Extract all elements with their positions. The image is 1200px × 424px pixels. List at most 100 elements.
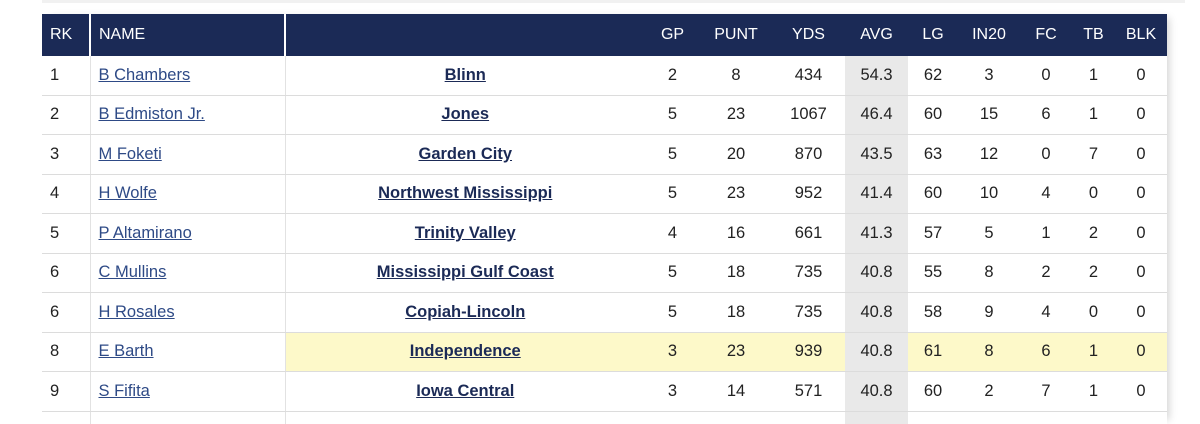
table-cell: 0 xyxy=(1115,56,1167,96)
table-cell: H Rosales xyxy=(90,292,286,333)
table-cell: 1 xyxy=(42,56,91,96)
column-header: PUNT xyxy=(700,14,772,56)
empty-cell xyxy=(645,411,700,424)
table-cell: 1067 xyxy=(772,95,845,135)
player-link[interactable]: B Chambers xyxy=(98,65,191,84)
table-cell: 735 xyxy=(772,253,845,293)
player-link[interactable]: B Edmiston Jr. xyxy=(98,105,205,124)
table-cell: 7 xyxy=(1072,134,1115,175)
column-header: BLK xyxy=(1115,14,1167,56)
table-cell: 1 xyxy=(1072,56,1115,96)
table-cell: 4 xyxy=(645,213,700,254)
empty-cell xyxy=(958,411,1020,424)
table-cell: 1 xyxy=(1072,332,1115,372)
table-cell: 735 xyxy=(772,292,845,333)
column-header xyxy=(285,14,645,56)
table-cell: 2 xyxy=(1072,213,1115,254)
table-cell: 40.8 xyxy=(845,253,908,293)
team-link[interactable]: Trinity Valley xyxy=(414,223,516,242)
table-cell: 20 xyxy=(700,134,772,175)
table-cell: 18 xyxy=(700,292,772,333)
team-link[interactable]: Garden City xyxy=(418,144,513,163)
table-cell: 54.3 xyxy=(845,56,908,96)
table-cell: 16 xyxy=(700,213,772,254)
table-cell: 8 xyxy=(958,332,1020,372)
top-rule xyxy=(42,0,1185,3)
table-cell: 0 xyxy=(1115,292,1167,333)
empty-cell xyxy=(908,411,958,424)
table-cell: 23 xyxy=(700,95,772,135)
table-cell: 0 xyxy=(1020,134,1072,175)
table-cell: 870 xyxy=(772,134,845,175)
table-cell: 23 xyxy=(700,332,772,372)
table-cell: 0 xyxy=(1115,332,1167,372)
table-cell: 4 xyxy=(1020,174,1072,214)
team-link[interactable]: Northwest Mississippi xyxy=(378,184,553,203)
table-cell: 1 xyxy=(1072,95,1115,135)
player-link[interactable]: H Wolfe xyxy=(98,184,157,203)
table-cell: B Edmiston Jr. xyxy=(90,95,286,135)
table-cell: 8 xyxy=(42,332,91,372)
table-cell: 8 xyxy=(700,56,772,96)
table-cell: 41.3 xyxy=(845,213,908,254)
table-cell: 434 xyxy=(772,56,845,96)
table-cell: 9 xyxy=(958,292,1020,333)
team-link[interactable]: Mississippi Gulf Coast xyxy=(376,263,554,282)
table-cell: 12 xyxy=(958,134,1020,175)
table-cell: 60 xyxy=(908,174,958,214)
table-cell: 0 xyxy=(1020,56,1072,96)
table-cell: S Fifita xyxy=(90,371,286,412)
table-cell: 661 xyxy=(772,213,845,254)
table-cell: 4 xyxy=(42,174,91,214)
player-link[interactable]: C Mullins xyxy=(98,263,167,282)
column-header: YDS xyxy=(772,14,845,56)
table-cell: 5 xyxy=(645,292,700,333)
table-cell: 7 xyxy=(1020,371,1072,412)
table-cell: P Altamirano xyxy=(90,213,286,254)
empty-cell xyxy=(772,411,845,424)
table-cell: 46.4 xyxy=(845,95,908,135)
table-cell: Northwest Mississippi xyxy=(285,174,645,214)
table-cell: 18 xyxy=(700,253,772,293)
table-cell: 58 xyxy=(908,292,958,333)
table-cell: 5 xyxy=(645,174,700,214)
player-link[interactable]: P Altamirano xyxy=(98,223,192,242)
table-cell: 3 xyxy=(645,371,700,412)
player-link[interactable]: S Fifita xyxy=(98,381,150,400)
column-header: GP xyxy=(645,14,700,56)
table-cell: 62 xyxy=(908,56,958,96)
table-cell: 2 xyxy=(1072,253,1115,293)
table-cell: Mississippi Gulf Coast xyxy=(285,253,645,293)
table-cell: 939 xyxy=(772,332,845,372)
player-link[interactable]: H Rosales xyxy=(98,302,175,321)
team-link[interactable]: Independence xyxy=(409,342,521,361)
table-cell: Copiah-Lincoln xyxy=(285,292,645,333)
table-row: 6 C Mullins Mississippi Gulf Coast 5 18 735 40… xyxy=(42,253,1167,293)
table-cell: 3 xyxy=(958,56,1020,96)
table-cell: 10 xyxy=(958,174,1020,214)
empty-cell xyxy=(1072,411,1115,424)
player-link[interactable]: M Foketi xyxy=(98,144,162,163)
table-cell: 43.5 xyxy=(845,134,908,175)
team-link[interactable]: Iowa Central xyxy=(416,381,515,400)
table-cell: 8 xyxy=(958,253,1020,293)
table-cell: 40.8 xyxy=(845,332,908,372)
table-cell: Iowa Central xyxy=(285,371,645,412)
table-cell: 5 xyxy=(645,253,700,293)
table-cell: 0 xyxy=(1115,174,1167,214)
team-link[interactable]: Blinn xyxy=(444,65,486,84)
table-cell: 5 xyxy=(42,213,91,254)
table-cell: 571 xyxy=(772,371,845,412)
table-cell: 61 xyxy=(908,332,958,372)
team-link[interactable]: Jones xyxy=(441,105,490,124)
player-link[interactable]: E Barth xyxy=(98,342,154,361)
team-link[interactable]: Copiah-Lincoln xyxy=(405,302,526,321)
table-cell: H Wolfe xyxy=(90,174,286,214)
table-cell: 2 xyxy=(42,95,91,135)
table-cell: 0 xyxy=(1115,213,1167,254)
